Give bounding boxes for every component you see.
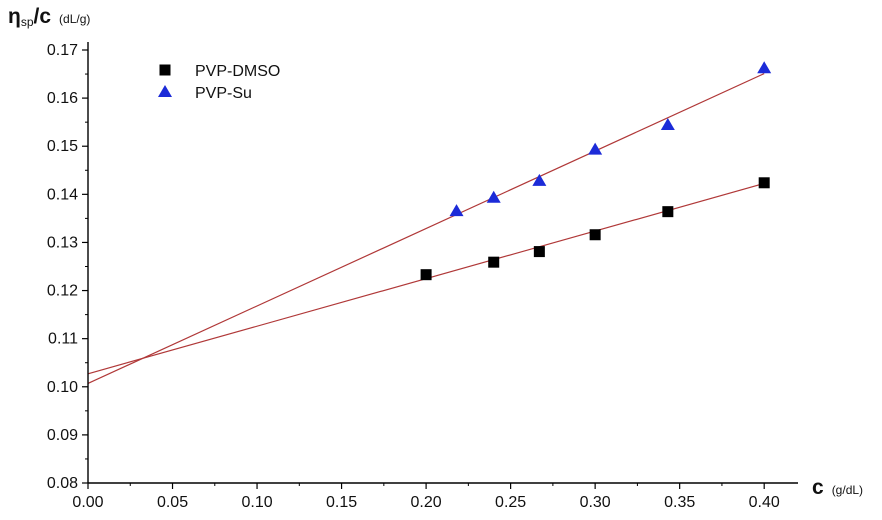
data-markers — [420, 61, 772, 281]
legend-label-pvp-su: PVP-Su — [195, 85, 252, 102]
x-axis-symbol: c — [812, 476, 824, 499]
y-tick-label: 0.12 — [47, 283, 78, 300]
y-tick-label: 0.16 — [47, 90, 78, 107]
data-point-pvp-su — [660, 118, 675, 131]
x-tick-label: 0.30 — [580, 494, 611, 511]
data-point-pvp-dmso — [662, 206, 674, 218]
data-point-pvp-dmso — [420, 269, 432, 281]
y-tick-label: 0.09 — [47, 427, 78, 444]
y-tick-label: 0.13 — [47, 234, 78, 251]
fit-lines — [87, 73, 765, 384]
legend-marker-pvp-dmso — [159, 64, 171, 76]
y-axis-title: ηsp/c (dL/g) — [8, 5, 90, 29]
x-tick-label: 0.05 — [157, 494, 188, 511]
data-point-pvp-dmso — [488, 256, 500, 268]
y-tick-label: 0.10 — [47, 379, 78, 396]
y-axis-symbol-sub: sp — [21, 15, 34, 29]
data-point-pvp-su — [486, 190, 501, 203]
x-tick-label: 0.40 — [749, 494, 780, 511]
y-tick-label: 0.14 — [47, 186, 78, 203]
data-point-pvp-su — [588, 142, 603, 155]
axes: 0.08 0.09 0.10 0.11 0.12 0.13 0.14 0.15 0.16 0.17… — [47, 42, 798, 511]
y-axis-symbol-rest: /c — [34, 5, 52, 28]
data-point-pvp-su — [757, 61, 772, 74]
data-point-pvp-dmso — [533, 246, 545, 258]
data-point-pvp-su — [449, 204, 464, 217]
x-tick-label: 0.25 — [495, 494, 526, 511]
fit-line-pvp-su — [87, 73, 765, 384]
x-axis-unit: (g/dL) — [832, 483, 863, 497]
y-axis-symbol-eta: η — [8, 5, 21, 28]
legend-marker-pvp-su — [158, 85, 172, 97]
y-tick-label: 0.17 — [47, 42, 78, 59]
data-point-pvp-dmso — [758, 177, 770, 189]
legend-label-pvp-dmso: PVP-DMSO — [195, 63, 280, 80]
x-tick-label: 0.10 — [241, 494, 272, 511]
x-tick-label: 0.00 — [72, 494, 103, 511]
y-tick-label: 0.11 — [48, 331, 78, 348]
x-tick-label: 0.20 — [411, 494, 442, 511]
data-point-pvp-dmso — [589, 229, 601, 241]
legend: PVP-DMSO PVP-Su — [158, 63, 280, 102]
x-tick-label: 0.15 — [326, 494, 357, 511]
x-axis-title: c (g/dL) — [812, 476, 863, 499]
data-point-pvp-su — [532, 173, 547, 186]
y-tick-label: 0.15 — [47, 138, 78, 155]
x-tick-label: 0.35 — [664, 494, 695, 511]
y-tick-label: 0.08 — [47, 475, 78, 492]
y-axis-unit: (dL/g) — [59, 12, 90, 26]
